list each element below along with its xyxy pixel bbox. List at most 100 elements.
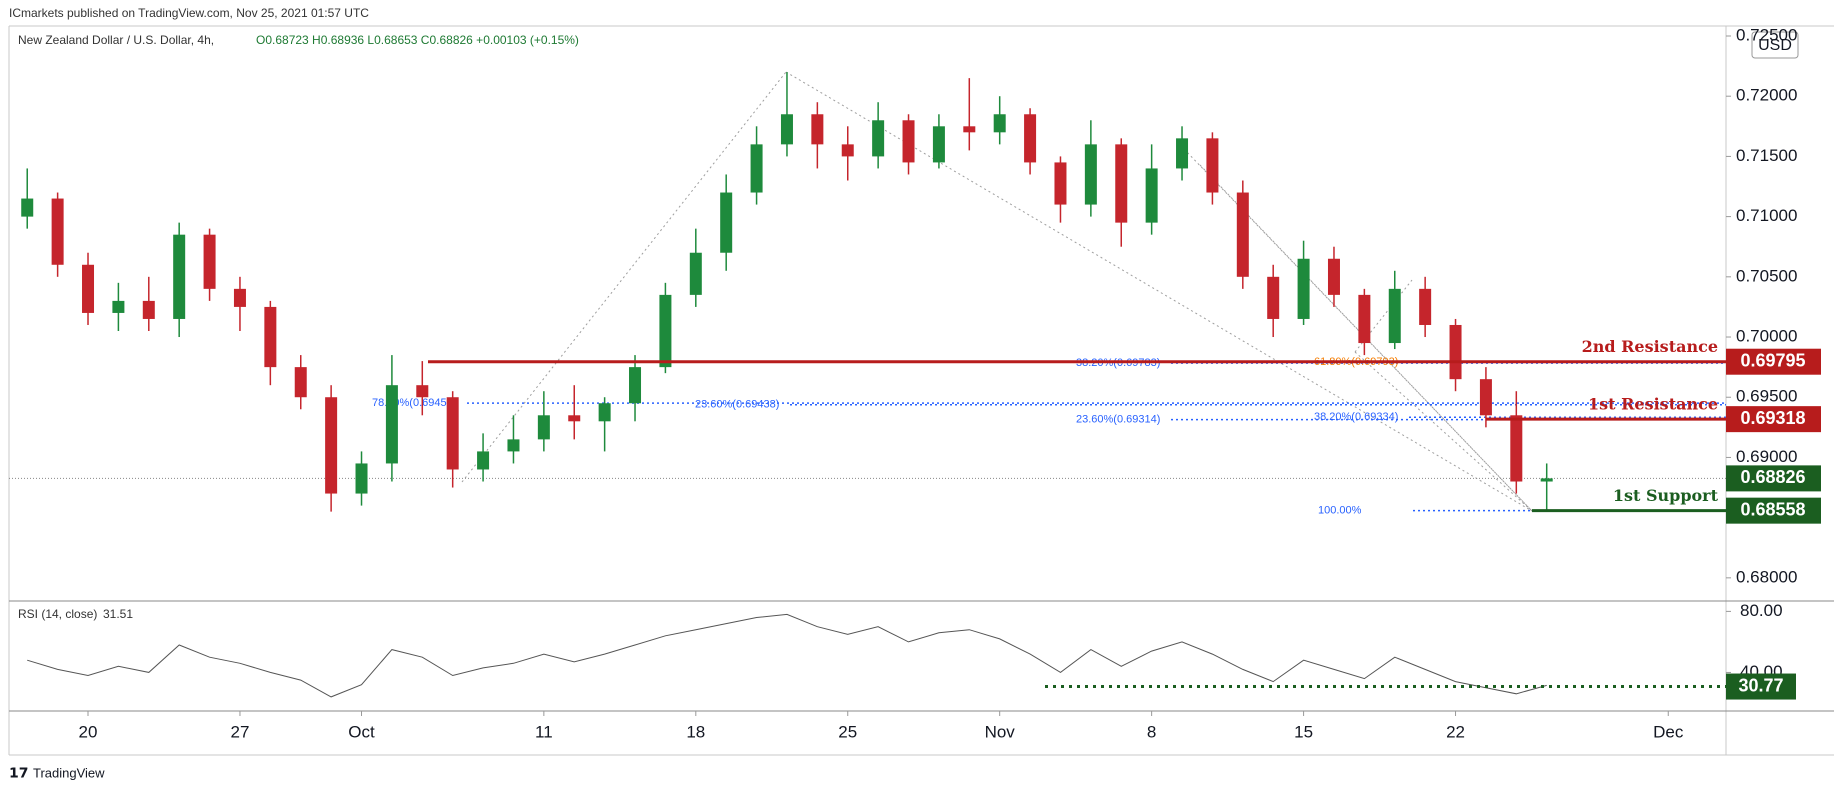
- candle-body: [51, 198, 64, 265]
- rsi-y-tick-label: 80.00: [1740, 601, 1783, 620]
- candle-body: [932, 126, 945, 163]
- price-tag-label: 0.69795: [1740, 350, 1805, 370]
- candle-body: [82, 264, 95, 313]
- x-tick-label: Nov: [985, 722, 1016, 741]
- ohlc-readout: O0.68723 H0.68936 L0.68653 C0.68826 +0.0…: [256, 33, 579, 47]
- x-tick-label: 27: [230, 722, 249, 741]
- y-tick-label: 0.69000: [1736, 447, 1797, 466]
- candle-body: [446, 397, 459, 470]
- candle-body: [1510, 415, 1523, 482]
- symbol-name: New Zealand Dollar / U.S. Dollar, 4h,: [18, 33, 214, 47]
- candle-body: [112, 300, 125, 313]
- price-tag: [1726, 348, 1821, 375]
- fib-label: 78.60%(0.69451): [372, 397, 456, 409]
- candle-body: [294, 367, 307, 398]
- fib-label: 100.00%: [1318, 505, 1362, 517]
- fib-label: 23.60%(0.69314): [1076, 414, 1160, 426]
- rsi-level-tag: [1726, 673, 1796, 700]
- candle-body: [537, 415, 550, 440]
- candle-body: [1024, 114, 1037, 163]
- candle-body: [720, 192, 733, 253]
- price-tag: [1726, 406, 1821, 433]
- candle-body: [902, 120, 915, 163]
- candle-body: [173, 234, 186, 319]
- candle-body: [1419, 288, 1432, 325]
- candle-body: [416, 385, 429, 398]
- candle-body: [21, 198, 34, 217]
- candle-body: [1540, 478, 1553, 482]
- y-tick-label: 0.70500: [1736, 266, 1797, 285]
- candle-body: [841, 144, 854, 157]
- brand[interactable]: 𝟭𝟳 TradingView: [9, 765, 105, 781]
- fib-label: 38.20%(0.69334): [1314, 411, 1398, 423]
- x-tick-label: Oct: [348, 722, 375, 741]
- currency-button[interactable]: USD: [1751, 31, 1799, 59]
- candle-body: [1236, 192, 1249, 277]
- candle-body: [780, 114, 793, 145]
- y-tick-label: 0.70000: [1736, 327, 1797, 346]
- currency-button-box[interactable]: [1751, 31, 1799, 59]
- candle-body: [203, 234, 216, 289]
- price-tag-label: 0.68826: [1740, 467, 1805, 487]
- trend-line: [1183, 148, 1533, 512]
- candle-body: [1297, 258, 1310, 319]
- rsi-line: [27, 613, 1547, 698]
- y-tick-label: 0.72000: [1736, 86, 1797, 105]
- price-tag: [1726, 497, 1821, 524]
- x-tick-label: 15: [1294, 722, 1313, 741]
- x-tick-label: 18: [686, 722, 705, 741]
- candle-body: [264, 306, 277, 368]
- candle-body: [750, 144, 763, 193]
- brand-logo[interactable]: 𝟭𝟳: [9, 765, 28, 781]
- x-tick-label: 11: [535, 722, 553, 741]
- candle-body: [1145, 168, 1158, 223]
- candle-body: [507, 439, 520, 452]
- candle-body: [1327, 258, 1340, 295]
- x-tick-label: Dec: [1653, 722, 1684, 741]
- candle-body: [1449, 324, 1462, 380]
- brand-name[interactable]: TradingView: [33, 765, 105, 780]
- candle-body: [1054, 162, 1067, 205]
- candle-body: [872, 120, 885, 157]
- candle-body: [629, 367, 642, 404]
- candle-body: [811, 114, 824, 145]
- candle-body: [993, 114, 1006, 133]
- candle-body: [142, 300, 155, 319]
- rsi-level-label: 30.77: [1738, 675, 1783, 695]
- y-tick-label: 0.68000: [1736, 567, 1797, 586]
- candle-body: [598, 403, 611, 422]
- rsi-current: 31.51: [103, 607, 133, 621]
- candle-body: [1084, 144, 1097, 205]
- candle-body: [568, 415, 581, 422]
- y-tick-label: 0.71000: [1736, 206, 1797, 225]
- candle-body: [355, 463, 368, 494]
- currency-label[interactable]: USD: [1758, 37, 1792, 54]
- x-tick-label: 22: [1446, 722, 1465, 741]
- y-tick-label: 0.69500: [1736, 387, 1797, 406]
- candle-body: [1388, 288, 1401, 344]
- candle-body: [1358, 294, 1371, 344]
- candle-body: [1115, 144, 1128, 223]
- x-tick-label: 20: [79, 722, 98, 741]
- x-tick-label: 25: [838, 722, 857, 741]
- candle-body: [325, 397, 338, 494]
- candle-body: [1267, 276, 1280, 319]
- level-label: 2nd Resistance: [1582, 337, 1718, 356]
- x-tick-label: 8: [1147, 722, 1156, 741]
- price-tag-label: 0.69318: [1740, 408, 1805, 428]
- candle-body: [659, 294, 672, 368]
- level-label: 1st Support: [1613, 486, 1719, 505]
- price-tag: [1726, 465, 1821, 492]
- level-label: 1st Resistance: [1588, 395, 1718, 414]
- candle-body: [233, 288, 246, 307]
- rsi-title: RSI (14, close): [18, 607, 97, 621]
- candle-body: [1206, 138, 1219, 193]
- trend-line: [461, 71, 787, 483]
- y-tick-label: 0.72500: [1736, 25, 1797, 44]
- candle-body: [689, 252, 702, 295]
- candle-body: [963, 126, 976, 133]
- fib-label: 23.60%(0.69438): [695, 399, 779, 411]
- trend-line: [785, 71, 1533, 512]
